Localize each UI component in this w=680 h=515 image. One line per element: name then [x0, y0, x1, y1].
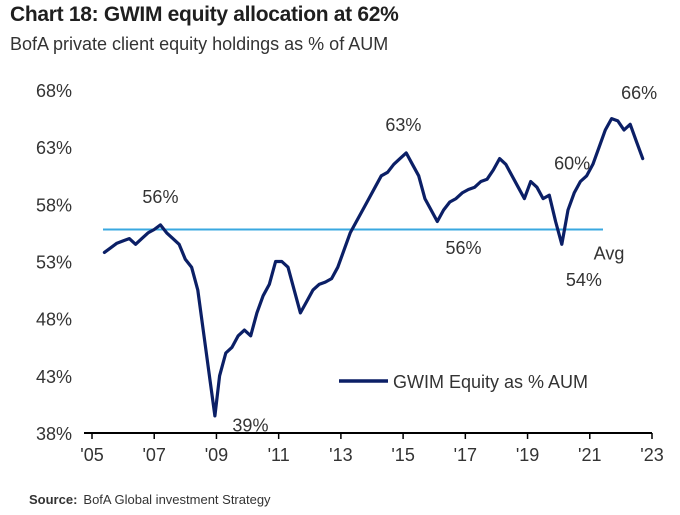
x-tick-label-0: '05 [80, 445, 103, 465]
chart-title: Chart 18: GWIM equity allocation at 62% [10, 3, 399, 26]
annotation-label-3: 56% [446, 238, 482, 258]
average-label: Avg [594, 243, 625, 263]
source-label: Source: [29, 492, 78, 507]
x-tick-label-4: '13 [329, 445, 352, 465]
y-axis-ticks: 68% 63% 58% 53% 48% 43% 38% [36, 81, 72, 444]
line-chart: 68% 63% 58% 53% 48% 43% 38% '05 '07 '09 '11 '13 '15… [36, 81, 664, 465]
chart-subtitle: BofA private client equity holdings as %… [10, 34, 389, 54]
y-tick-label-1: 63% [36, 138, 72, 158]
x-tick-label-9: '23 [640, 445, 663, 465]
y-tick-label-5: 43% [36, 367, 72, 387]
y-tick-label-6: 38% [36, 424, 72, 444]
annotation-label-0: 56% [142, 187, 178, 207]
annotation-label-5: 60% [554, 153, 590, 173]
y-tick-label-2: 58% [36, 195, 72, 215]
x-tick-label-8: '21 [578, 445, 601, 465]
annotation-label-4: 54% [566, 270, 602, 290]
series-line-gwim-equity [102, 117, 645, 418]
legend-label: GWIM Equity as % AUM [393, 372, 588, 392]
legend: GWIM Equity as % AUM [339, 372, 588, 392]
annotation-label-1: 39% [232, 416, 268, 436]
y-tick-label-3: 53% [36, 253, 72, 273]
annotation-label-2: 63% [385, 115, 421, 135]
x-tick-label-3: '11 [268, 445, 290, 465]
y-tick-label-4: 48% [36, 310, 72, 330]
x-axis-ticks: '05 '07 '09 '11 '13 '15 '17 '19 '21 '23 [80, 433, 664, 465]
x-tick-label-5: '15 [391, 445, 414, 465]
annotation-label-6: 66% [621, 83, 657, 103]
source-note: Source: BofA Global investment Strategy [29, 492, 271, 507]
x-tick-label-2: '09 [205, 445, 228, 465]
x-tick-label-1: '07 [142, 445, 165, 465]
y-tick-label-0: 68% [36, 81, 72, 101]
data-annotations: 56% 39% 63% 56% 54% 60% 66% [142, 83, 657, 436]
source-text: BofA Global investment Strategy [83, 492, 271, 507]
x-tick-label-7: '19 [516, 445, 539, 465]
x-tick-label-6: '17 [454, 445, 477, 465]
